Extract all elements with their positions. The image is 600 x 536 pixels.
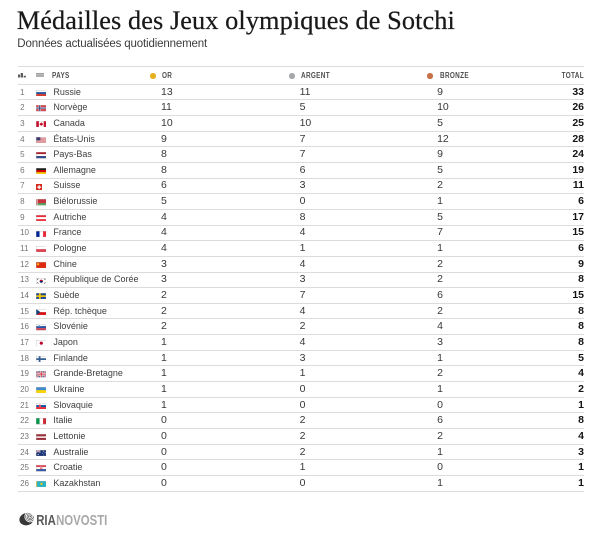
svg-text:NOVOSTI: NOVOSTI [56,512,107,527]
svg-text:RIA: RIA [36,512,56,527]
